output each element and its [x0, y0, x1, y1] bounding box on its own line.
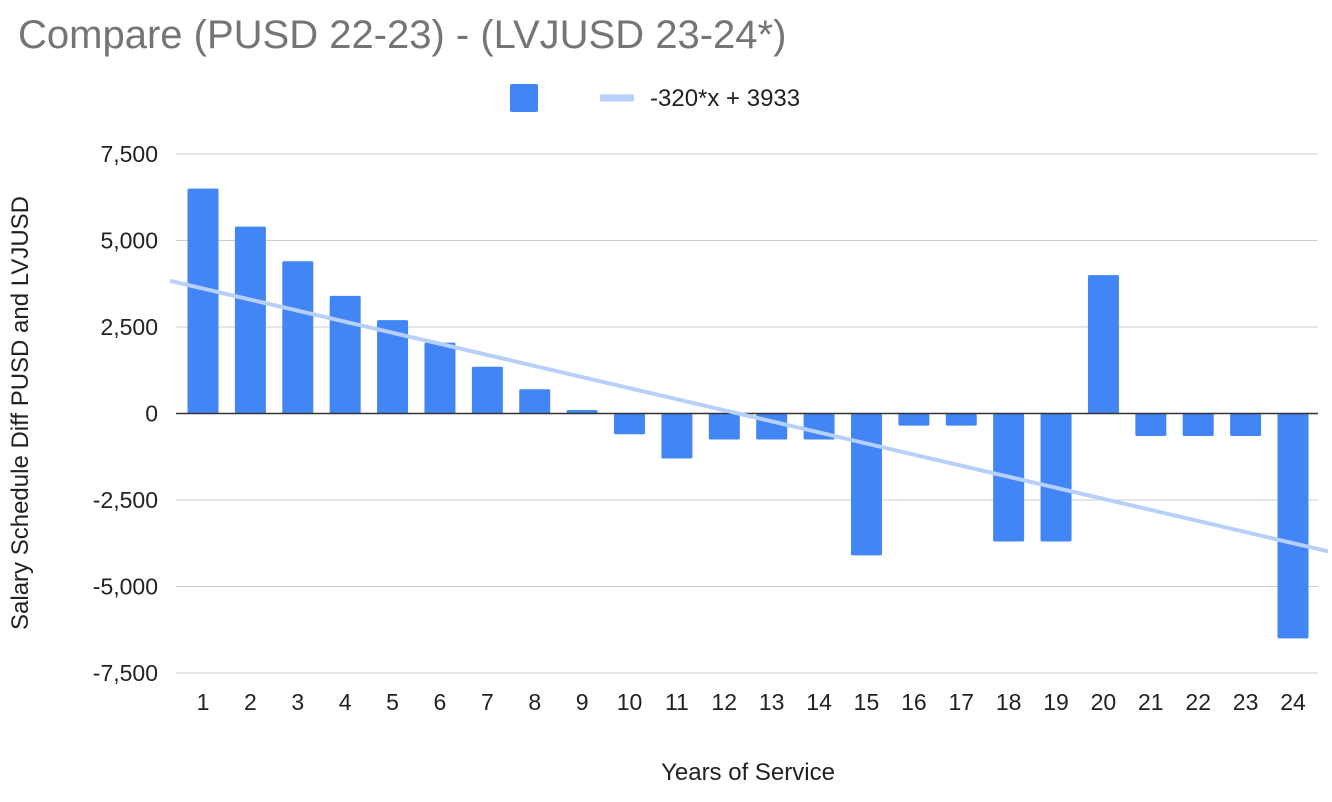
x-tick-label: 22 [1185, 689, 1211, 715]
bar[interactable] [708, 413, 740, 440]
y-axis-ticks: 7,500 5,000 2,500 0 -2,500 -5,000 -7,500 [93, 141, 158, 686]
bar[interactable] [187, 188, 219, 414]
y-tick-label: 7,500 [100, 141, 158, 167]
bar[interactable] [424, 342, 456, 414]
x-tick-label: 6 [434, 689, 447, 715]
x-tick-label: 18 [996, 689, 1022, 715]
x-tick-label: 12 [712, 689, 738, 715]
bar[interactable] [1135, 413, 1167, 436]
x-tick-label: 19 [1043, 689, 1069, 715]
x-tick-label: 23 [1233, 689, 1259, 715]
bar[interactable] [1087, 275, 1119, 414]
bar[interactable] [661, 413, 693, 459]
x-tick-label: 17 [948, 689, 974, 715]
bar[interactable] [471, 366, 503, 414]
bar[interactable] [234, 226, 266, 414]
legend: -320*x + 3933 [510, 84, 800, 112]
legend-swatch-bars[interactable] [510, 84, 538, 112]
y-tick-label: -5,000 [93, 574, 158, 600]
x-tick-label: 11 [665, 689, 689, 715]
x-tick-label: 1 [197, 689, 210, 715]
bar[interactable] [519, 389, 551, 414]
y-tick-label: 0 [145, 401, 158, 427]
x-tick-label: 8 [528, 689, 541, 715]
x-tick-label: 16 [901, 689, 927, 715]
bar[interactable] [1230, 413, 1262, 436]
y-tick-label: -2,500 [93, 487, 158, 513]
x-tick-label: 24 [1280, 689, 1306, 715]
y-tick-label: 2,500 [100, 314, 158, 340]
chart-title: Compare (PUSD 22-23) - (LVJUSD 23-24*) [18, 13, 786, 57]
x-tick-label: 21 [1138, 689, 1164, 715]
bar[interactable] [1040, 413, 1072, 542]
x-tick-label: 15 [854, 689, 880, 715]
x-axis-label: Years of Service [661, 759, 835, 786]
y-tick-label: 5,000 [100, 228, 158, 254]
x-tick-label: 3 [291, 689, 304, 715]
bar[interactable] [566, 410, 598, 414]
y-tick-label: -7,500 [93, 660, 158, 686]
bar[interactable] [850, 413, 882, 556]
bar[interactable] [377, 320, 409, 414]
x-tick-label: 5 [386, 689, 399, 715]
x-tick-label: 7 [481, 689, 494, 715]
trendline [169, 278, 1329, 554]
bar[interactable] [329, 295, 361, 414]
x-tick-label: 14 [806, 689, 832, 715]
x-tick-label: 4 [339, 689, 352, 715]
legend-label-trendline: -320*x + 3933 [650, 85, 800, 112]
trendline-path[interactable] [169, 278, 1329, 554]
x-tick-label: 13 [759, 689, 785, 715]
bar[interactable] [282, 261, 314, 414]
bar[interactable] [945, 413, 977, 426]
x-axis-ticks: 1 2 3 4 5 6 7 8 9 10 11 12 13 14 15 16 17 18 19 20 21 22 23 24 [197, 689, 1306, 715]
x-tick-label: 20 [1091, 689, 1117, 715]
bar[interactable] [1182, 413, 1214, 436]
x-tick-label: 2 [244, 689, 257, 715]
bar[interactable] [614, 413, 646, 435]
y-axis-label: Salary Schedule Diff PUSD and LVJUSD [7, 196, 34, 630]
bar[interactable] [1277, 413, 1309, 639]
x-tick-label: 9 [576, 689, 589, 715]
bars [187, 188, 1309, 639]
x-tick-label: 10 [617, 689, 643, 715]
bar[interactable] [898, 413, 930, 426]
